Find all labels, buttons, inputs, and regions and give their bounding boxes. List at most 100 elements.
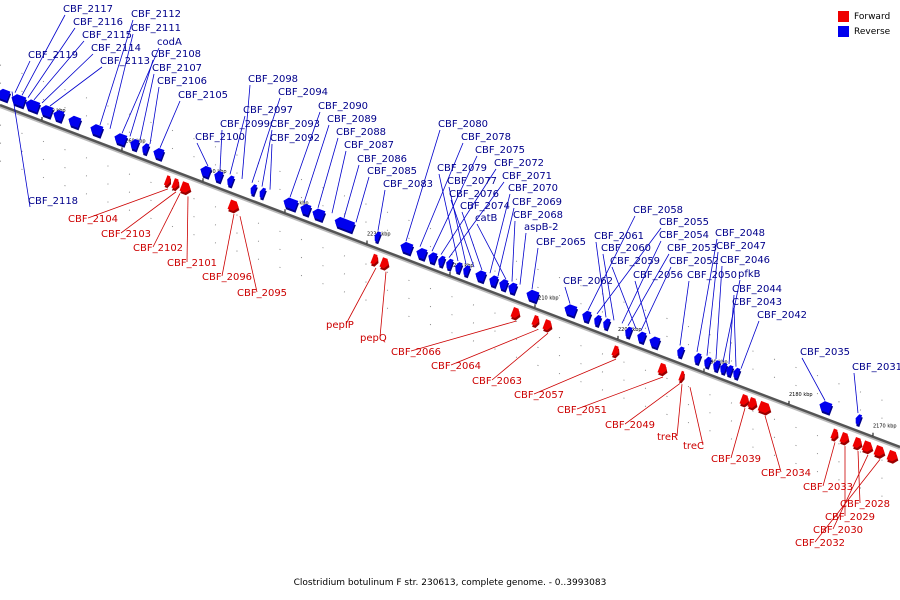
reverse-gene-label[interactable]: CBF_2058 xyxy=(633,205,683,216)
reverse-gene-label[interactable]: CBF_2090 xyxy=(318,101,368,112)
forward-gene[interactable] xyxy=(227,199,242,214)
reverse-gene-label[interactable]: CBF_2065 xyxy=(536,237,586,248)
reverse-gene-label[interactable]: CBF_2099 xyxy=(220,119,270,130)
reverse-gene-label[interactable]: CBF_2098 xyxy=(248,74,298,85)
reverse-gene-label[interactable]: CBF_2100 xyxy=(195,132,245,143)
reverse-gene[interactable] xyxy=(198,164,213,180)
reverse-gene-label[interactable]: CBF_2050 xyxy=(687,270,737,281)
reverse-gene[interactable] xyxy=(0,87,12,104)
forward-gene-label[interactable]: CBF_2104 xyxy=(68,214,118,225)
reverse-gene[interactable] xyxy=(51,109,66,124)
reverse-gene-label[interactable]: CBF_2083 xyxy=(383,179,433,190)
forward-gene[interactable] xyxy=(171,178,182,192)
reverse-gene[interactable] xyxy=(711,359,722,374)
reverse-gene-label[interactable]: CBF_2111 xyxy=(131,23,181,34)
reverse-gene-label[interactable]: CBF_2118 xyxy=(28,196,78,207)
forward-gene[interactable] xyxy=(542,319,555,334)
reverse-gene-label[interactable]: CBF_2072 xyxy=(494,158,544,169)
reverse-gene-label[interactable]: CBF_2044 xyxy=(732,284,782,295)
forward-gene[interactable] xyxy=(757,400,774,417)
reverse-gene[interactable] xyxy=(601,318,612,332)
forward-gene-label[interactable]: CBF_2095 xyxy=(237,288,287,299)
reverse-gene-label[interactable]: CBF_2088 xyxy=(336,127,386,138)
reverse-gene-label[interactable]: CBF_2054 xyxy=(659,230,709,241)
forward-gene-label[interactable]: CBF_2028 xyxy=(840,499,890,510)
reverse-gene-label[interactable]: CBF_2107 xyxy=(152,63,202,74)
reverse-gene[interactable] xyxy=(140,142,151,157)
reverse-gene[interactable] xyxy=(647,335,662,351)
reverse-gene[interactable] xyxy=(702,356,713,370)
forward-gene[interactable] xyxy=(839,432,852,447)
reverse-gene[interactable] xyxy=(675,346,686,360)
reverse-gene[interactable] xyxy=(731,367,742,381)
reverse-gene-label[interactable]: CBF_2089 xyxy=(327,114,377,125)
forward-gene[interactable] xyxy=(163,175,173,189)
reverse-gene[interactable] xyxy=(257,187,267,201)
reverse-gene-label[interactable]: CBF_2115 xyxy=(82,30,132,41)
reverse-gene-label[interactable]: CBF_2047 xyxy=(716,241,766,252)
forward-gene-label[interactable]: CBF_2066 xyxy=(391,347,441,358)
forward-gene-label[interactable]: CBF_2063 xyxy=(472,376,522,387)
reverse-gene[interactable] xyxy=(128,138,141,153)
reverse-gene-label[interactable]: CBF_2069 xyxy=(512,197,562,208)
reverse-gene-label[interactable]: CBF_2071 xyxy=(502,171,552,182)
reverse-gene-label[interactable]: CBF_2062 xyxy=(563,276,613,287)
reverse-gene[interactable] xyxy=(298,202,313,218)
reverse-gene[interactable] xyxy=(692,352,703,367)
reverse-gene-label[interactable]: CBF_2074 xyxy=(460,201,510,212)
reverse-gene[interactable] xyxy=(426,251,439,266)
reverse-gene-label[interactable]: CBF_2080 xyxy=(438,119,488,130)
reverse-gene[interactable] xyxy=(444,258,455,272)
forward-gene-label[interactable]: CBF_2034 xyxy=(761,468,811,479)
forward-gene-label[interactable]: treR xyxy=(657,432,678,443)
forward-gene-label[interactable]: CBF_2051 xyxy=(557,405,607,416)
reverse-gene-label[interactable]: CBF_2035 xyxy=(800,347,850,358)
reverse-gene-label[interactable]: CBF_2116 xyxy=(73,17,123,28)
reverse-gene-label[interactable]: CBF_2056 xyxy=(633,270,683,281)
reverse-gene[interactable] xyxy=(473,269,488,285)
reverse-gene-label[interactable]: CBF_2092 xyxy=(270,133,320,144)
reverse-gene[interactable] xyxy=(66,114,83,131)
reverse-gene-label[interactable]: CBF_2061 xyxy=(594,231,644,242)
reverse-gene[interactable] xyxy=(414,247,429,262)
forward-gene-label[interactable]: CBF_2064 xyxy=(431,361,481,372)
reverse-gene-label[interactable]: CBF_2042 xyxy=(757,310,807,321)
forward-gene[interactable] xyxy=(852,436,865,452)
reverse-gene-label[interactable]: CBF_2076 xyxy=(449,189,499,200)
reverse-gene-label[interactable]: CBF_2031 xyxy=(852,362,900,373)
reverse-gene-label[interactable]: CBF_2075 xyxy=(475,145,525,156)
reverse-gene-label[interactable]: CBF_2106 xyxy=(157,76,207,87)
forward-gene[interactable] xyxy=(873,444,888,460)
reverse-gene-label[interactable]: CBF_2078 xyxy=(461,132,511,143)
reverse-gene[interactable] xyxy=(212,170,225,185)
forward-gene[interactable] xyxy=(886,449,900,465)
reverse-gene-label[interactable]: CBF_2112 xyxy=(131,9,181,20)
reverse-gene[interactable] xyxy=(23,98,42,115)
reverse-gene-label[interactable]: CBF_2085 xyxy=(367,166,417,177)
reverse-gene-label[interactable]: CBF_2053 xyxy=(667,243,717,254)
forward-gene[interactable] xyxy=(611,345,622,359)
reverse-gene-label[interactable]: codA xyxy=(157,37,182,48)
reverse-gene[interactable] xyxy=(88,123,105,139)
reverse-gene[interactable] xyxy=(724,364,735,379)
forward-gene-label[interactable]: pepIP xyxy=(326,320,354,331)
reverse-gene-label[interactable]: CBF_2094 xyxy=(278,87,328,98)
forward-gene-label[interactable]: CBF_2029 xyxy=(825,512,875,523)
reverse-gene[interactable] xyxy=(580,310,593,325)
reverse-gene-label[interactable]: CBF_2117 xyxy=(63,4,113,15)
reverse-gene[interactable] xyxy=(592,314,603,329)
reverse-gene-label[interactable]: CBF_2068 xyxy=(513,210,563,221)
reverse-gene-label[interactable]: CBF_2046 xyxy=(720,255,770,266)
reverse-gene[interactable] xyxy=(453,261,464,276)
reverse-gene[interactable] xyxy=(506,281,519,297)
forward-gene-label[interactable]: CBF_2039 xyxy=(711,454,761,465)
forward-gene-label[interactable]: CBF_2049 xyxy=(605,420,655,431)
reverse-gene[interactable] xyxy=(9,93,28,110)
forward-gene[interactable] xyxy=(370,253,381,268)
reverse-gene-label[interactable]: CBF_2086 xyxy=(357,154,407,165)
reverse-gene-label[interactable]: CBF_2108 xyxy=(151,49,201,60)
reverse-gene-label[interactable]: CBF_2114 xyxy=(91,43,141,54)
reverse-gene[interactable] xyxy=(151,147,166,162)
reverse-gene[interactable] xyxy=(817,400,834,416)
forward-gene-label[interactable]: pepQ xyxy=(360,333,387,344)
